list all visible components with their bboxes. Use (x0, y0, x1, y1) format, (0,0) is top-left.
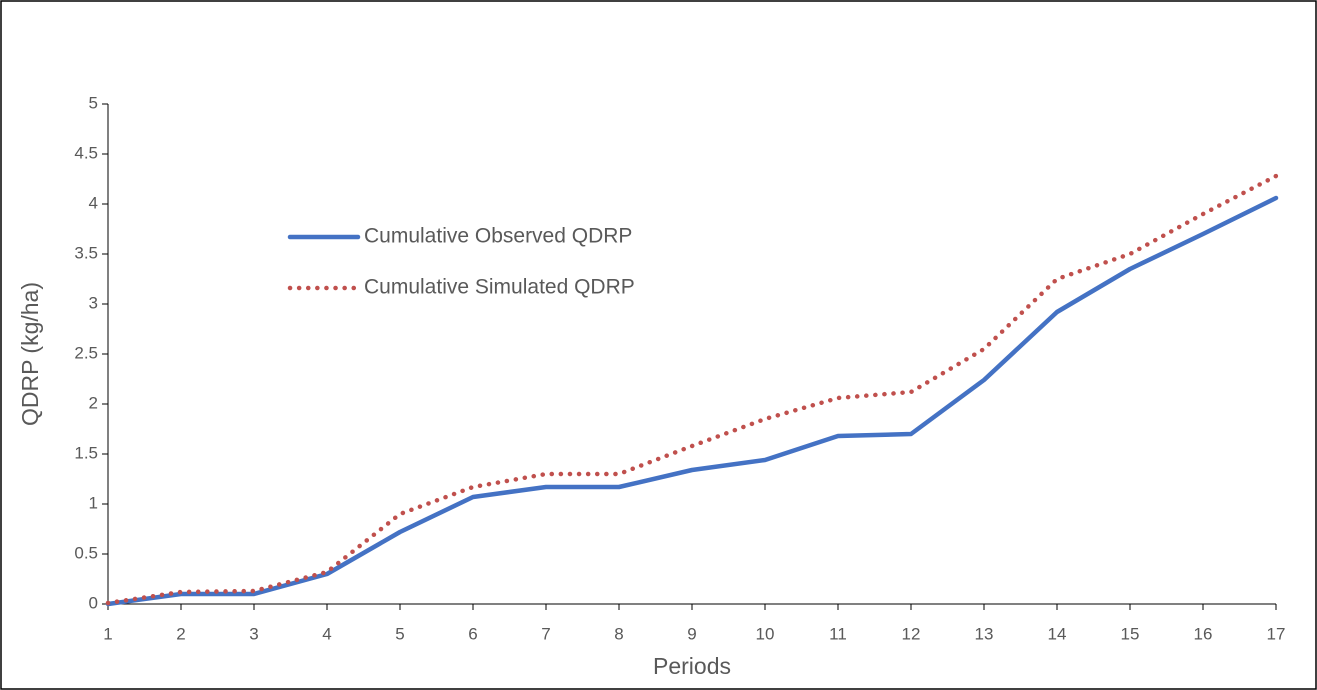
x-tick-label: 7 (541, 624, 550, 643)
x-tick-label: 12 (902, 624, 921, 643)
x-tick-label: 13 (975, 624, 994, 643)
x-tick-label: 16 (1194, 624, 1213, 643)
series-line (105, 173, 1279, 606)
x-tick-label: 17 (1267, 624, 1286, 643)
x-tick-label: 2 (176, 624, 185, 643)
x-tick-label: 14 (1048, 624, 1067, 643)
y-tick-label: 0.5 (74, 543, 98, 562)
y-axis-title: QDRP (kg/ha) (17, 282, 43, 426)
y-tick-label: 1 (89, 493, 98, 512)
x-tick-label: 4 (322, 624, 331, 643)
y-tick-label: 1.5 (74, 443, 98, 462)
legend-text: Cumulative Observed QDRP (364, 225, 632, 248)
y-tick-label: 3.5 (74, 243, 98, 262)
legend-text: Cumulative Simulated QDRP (364, 276, 635, 299)
x-tick-label: 5 (395, 624, 404, 643)
series-line (105, 195, 1279, 607)
y-tick-label: 5 (89, 93, 98, 112)
y-tick-label: 3 (89, 293, 98, 312)
y-tick-label: 2 (89, 393, 98, 412)
y-tick-label: 0 (89, 593, 98, 612)
x-tick-label: 3 (249, 624, 258, 643)
x-tick-label: 10 (756, 624, 775, 643)
x-tick-label: 9 (687, 624, 696, 643)
x-tick-label: 6 (468, 624, 477, 643)
x-tick-label: 1 (103, 624, 112, 643)
y-tick-label: 4 (89, 193, 98, 212)
y-tick-label: 2.5 (74, 343, 98, 362)
y-tick-label: 4.5 (74, 143, 98, 162)
x-tick-label: 8 (614, 624, 623, 643)
x-tick-label: 11 (829, 624, 847, 643)
x-tick-label: 15 (1121, 624, 1140, 643)
x-axis-title: Periods (653, 653, 731, 679)
